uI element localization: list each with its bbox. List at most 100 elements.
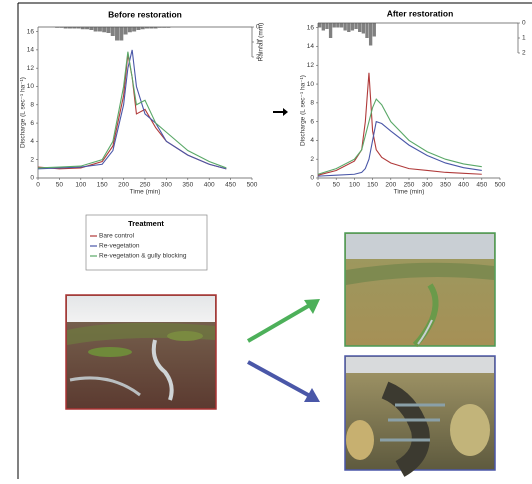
x-tick-label: 500 [495, 182, 506, 189]
rain-bar [127, 27, 132, 33]
x-tick-label: 350 [440, 182, 451, 189]
rain-bar [119, 27, 124, 41]
rain-bar [115, 27, 120, 41]
arrow-blue [247, 360, 320, 402]
y-tick-label: 12 [307, 62, 315, 69]
rain-bar [76, 27, 81, 29]
x-tick-label: 50 [333, 182, 341, 189]
rain-bar [153, 27, 158, 29]
photo-revegetated [344, 232, 496, 348]
series-line [317, 98, 482, 175]
y-tick-label: 0 [310, 175, 314, 182]
rain-bar [332, 23, 336, 28]
rain-bar [336, 23, 340, 28]
x-tick-label: 450 [476, 182, 487, 189]
rain-bar [72, 27, 77, 29]
rain-bar [67, 27, 72, 29]
x-axis-label: Time (min) [130, 189, 161, 196]
y2-tick-label: 1 [256, 39, 260, 46]
rain-bar [365, 23, 369, 38]
x-tick-label: 200 [118, 182, 129, 189]
y-tick-label: 4 [30, 138, 34, 145]
rain-bar [339, 23, 344, 28]
y-tick-label: 8 [310, 100, 314, 107]
chart-title: After restoration [387, 8, 454, 18]
y-tick-label: 0 [30, 175, 34, 182]
y2-tick-label: 2 [522, 50, 526, 57]
y-tick-label: 10 [27, 83, 35, 90]
legend-items: Bare control Re-vegetation Re-vegetation &… [90, 233, 187, 260]
y-tick-label: 2 [30, 156, 34, 163]
rain-bar [354, 23, 358, 29]
x-tick-label: 100 [75, 182, 86, 189]
x-tick-label: 400 [204, 182, 215, 189]
y2-tick-label: 0 [256, 24, 260, 31]
x-tick-label: 50 [56, 182, 64, 189]
x-tick-label: 0 [36, 182, 40, 189]
y2-axis-label: Rainfall (mm) [258, 23, 265, 62]
y-axis-label: Discharge (L sec⁻¹ ha⁻¹) [20, 77, 27, 148]
legend-title: Treatment [128, 219, 164, 228]
y-tick-label: 10 [307, 81, 315, 88]
rain-bar [110, 27, 115, 36]
y-tick-label: 16 [307, 24, 315, 31]
rain-bar [136, 27, 141, 30]
legend-box [85, 214, 208, 271]
rain-bar [102, 27, 107, 33]
rain-bar [343, 23, 347, 31]
series-line [317, 72, 482, 176]
series-line [317, 120, 482, 177]
y-tick-label: 14 [27, 47, 35, 54]
rain-bar [318, 23, 322, 28]
rain-bar [328, 23, 333, 38]
rain-bar [321, 23, 325, 31]
series-line [37, 54, 227, 170]
x-tick-label: 150 [367, 182, 378, 189]
x-axis-label: Time (min) [394, 189, 425, 196]
rain-bar [145, 27, 149, 29]
series-line [37, 51, 227, 169]
y2-tick-label: 0 [522, 20, 526, 27]
rain-bar [123, 27, 128, 35]
frame [17, 2, 532, 479]
x-tick-label: 450 [225, 182, 236, 189]
y-tick-label: 12 [27, 65, 35, 72]
y-tick-label: 6 [310, 118, 314, 125]
x-tick-label: 400 [458, 182, 469, 189]
x-tick-label: 350 [182, 182, 193, 189]
rain-bar [149, 27, 154, 29]
rain-bar [63, 27, 68, 29]
arrow-head [283, 108, 288, 116]
rain-bar [106, 27, 111, 33]
y-tick-label: 16 [27, 28, 35, 35]
arrow-green [246, 299, 320, 343]
x-tick-label: 300 [422, 182, 433, 189]
legend-label: Re-vegetation [99, 243, 140, 250]
rain-bar [93, 27, 98, 32]
rain-bar [80, 27, 85, 30]
rain-bar [358, 23, 362, 32]
y-tick-label: 14 [307, 43, 315, 50]
legend-label: Re-vegetation & gully blocking [99, 253, 187, 260]
rain-bar [350, 23, 355, 31]
x-tick-label: 250 [404, 182, 415, 189]
x-tick-label: 0 [316, 182, 320, 189]
rain-bar [325, 23, 329, 29]
rain-bar [166, 27, 171, 28]
legend: Treatment Bare control Re-vegetation Re-ve… [85, 214, 208, 271]
y2-tick-label: 1 [522, 35, 526, 42]
series-line [37, 49, 227, 170]
rain-bar [372, 23, 376, 37]
rain-bar [361, 23, 366, 34]
x-tick-label: 200 [385, 182, 396, 189]
rain-bar [59, 27, 64, 28]
rain-bar [97, 27, 102, 32]
y-tick-label: 4 [310, 137, 314, 144]
legend-label: Bare control [99, 233, 135, 240]
y2-tick-label: 2 [256, 54, 260, 61]
photo-gully-blocking [344, 355, 496, 477]
